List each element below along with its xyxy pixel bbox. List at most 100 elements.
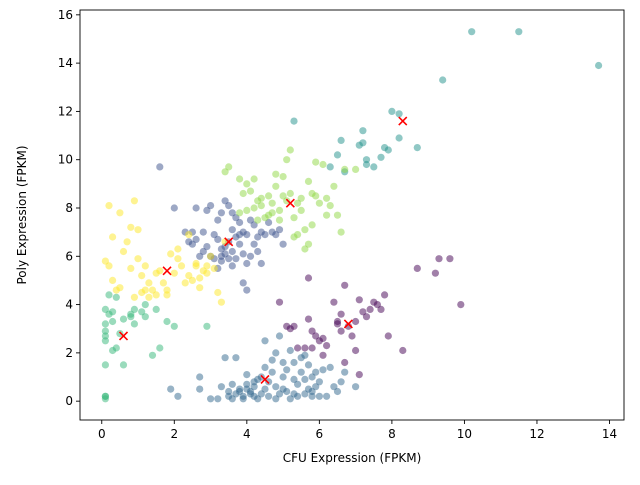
- scatter-point: [177, 262, 186, 270]
- scatter-point: [109, 317, 117, 326]
- scatter-point: [196, 385, 204, 393]
- scatter-point: [101, 327, 109, 335]
- scatter-point: [341, 281, 349, 289]
- scatter-point: [217, 209, 225, 217]
- scatter-point: [203, 322, 211, 330]
- scatter-point: [399, 346, 407, 355]
- scatter-point: [243, 380, 251, 388]
- scatter-point: [265, 378, 273, 386]
- scatter-point: [105, 202, 113, 210]
- scatter-point: [138, 272, 146, 280]
- scatter-point: [341, 368, 349, 376]
- scatter-point: [279, 373, 287, 381]
- scatter-point: [319, 351, 327, 359]
- scatter-point: [301, 344, 309, 352]
- scatter-point: [272, 349, 280, 357]
- scatter-point: [323, 194, 331, 202]
- x-tick-label: 8: [388, 427, 396, 441]
- scatter-point: [174, 245, 182, 253]
- scatter-point: [355, 296, 363, 304]
- scatter-point: [431, 269, 439, 277]
- scatter-point: [337, 378, 345, 386]
- scatter-point: [243, 286, 251, 294]
- scatter-point: [326, 163, 334, 171]
- scatter-point: [167, 250, 175, 258]
- scatter-point: [333, 387, 342, 396]
- scatter-point: [515, 28, 523, 36]
- scatter-point: [163, 291, 171, 299]
- scatter-point: [265, 392, 273, 400]
- scatter-point: [326, 363, 334, 371]
- scatter-point: [279, 358, 287, 367]
- scatter-point: [192, 204, 200, 212]
- scatter-point: [163, 317, 171, 326]
- scatter-point: [130, 305, 138, 313]
- scatter-point: [312, 158, 320, 166]
- y-tick-label: 10: [58, 153, 73, 167]
- scatter-point: [192, 262, 200, 270]
- scatter-point: [323, 211, 331, 219]
- scatter-point: [344, 322, 352, 330]
- scatter-point: [395, 134, 403, 142]
- scatter-point: [341, 165, 349, 173]
- scatter-point: [257, 259, 265, 268]
- scatter-point: [286, 346, 294, 355]
- scatter-point: [283, 387, 291, 396]
- scatter-point: [225, 387, 233, 396]
- scatter-point: [170, 322, 178, 330]
- scatter-point: [279, 173, 287, 181]
- scatter-point: [116, 330, 124, 338]
- scatter-point: [265, 192, 273, 200]
- x-tick-label: 2: [170, 427, 178, 441]
- x-tick-label: 14: [602, 427, 617, 441]
- scatter-point: [286, 189, 294, 198]
- scatter-point: [225, 202, 233, 210]
- x-tick-label: 10: [457, 427, 472, 441]
- scatter-point: [127, 264, 135, 272]
- scatter-point: [243, 231, 251, 239]
- scatter-point: [145, 279, 153, 287]
- scatter-point: [352, 346, 360, 355]
- scatter-point: [268, 199, 276, 207]
- scatter-point: [156, 163, 164, 171]
- scatter-point: [595, 61, 603, 70]
- scatter-point: [109, 276, 117, 284]
- scatter-point: [275, 216, 284, 224]
- scatter-point: [130, 197, 138, 205]
- scatter-point: [207, 252, 215, 260]
- scatter-point: [257, 202, 265, 210]
- scatter-point: [236, 209, 244, 217]
- scatter-point: [315, 392, 323, 400]
- centroid-marker: [260, 374, 270, 385]
- centroid-marker: [398, 116, 408, 126]
- centroid-marker: [343, 319, 353, 329]
- scatter-point: [112, 344, 120, 352]
- scatter-point: [228, 380, 236, 388]
- scatter-point: [101, 320, 109, 328]
- scatter-point: [148, 351, 157, 359]
- scatter-point: [203, 243, 211, 251]
- scatter-point: [315, 378, 323, 386]
- scatter-point: [203, 269, 211, 277]
- scatter-point: [315, 199, 323, 207]
- scatter-point: [290, 390, 298, 398]
- scatter-point: [196, 284, 204, 292]
- scatter-point: [413, 264, 421, 272]
- scatter-point: [236, 218, 244, 227]
- scatter-point: [243, 371, 251, 379]
- scatter-point: [275, 226, 284, 234]
- scatter-point: [250, 392, 258, 400]
- scatter-point: [370, 163, 378, 171]
- scatter-point: [246, 187, 255, 195]
- scatter-point: [159, 279, 167, 287]
- scatter-point: [290, 233, 298, 241]
- scatter-point: [272, 231, 280, 239]
- scatter-point: [272, 182, 280, 190]
- scatter-point: [141, 313, 149, 321]
- scatter-point: [308, 387, 316, 396]
- scatter-point: [239, 189, 247, 198]
- scatter-point: [261, 231, 269, 239]
- x-tick-label: 6: [316, 427, 324, 441]
- scatter-point: [337, 136, 345, 144]
- scatter-point: [254, 247, 262, 256]
